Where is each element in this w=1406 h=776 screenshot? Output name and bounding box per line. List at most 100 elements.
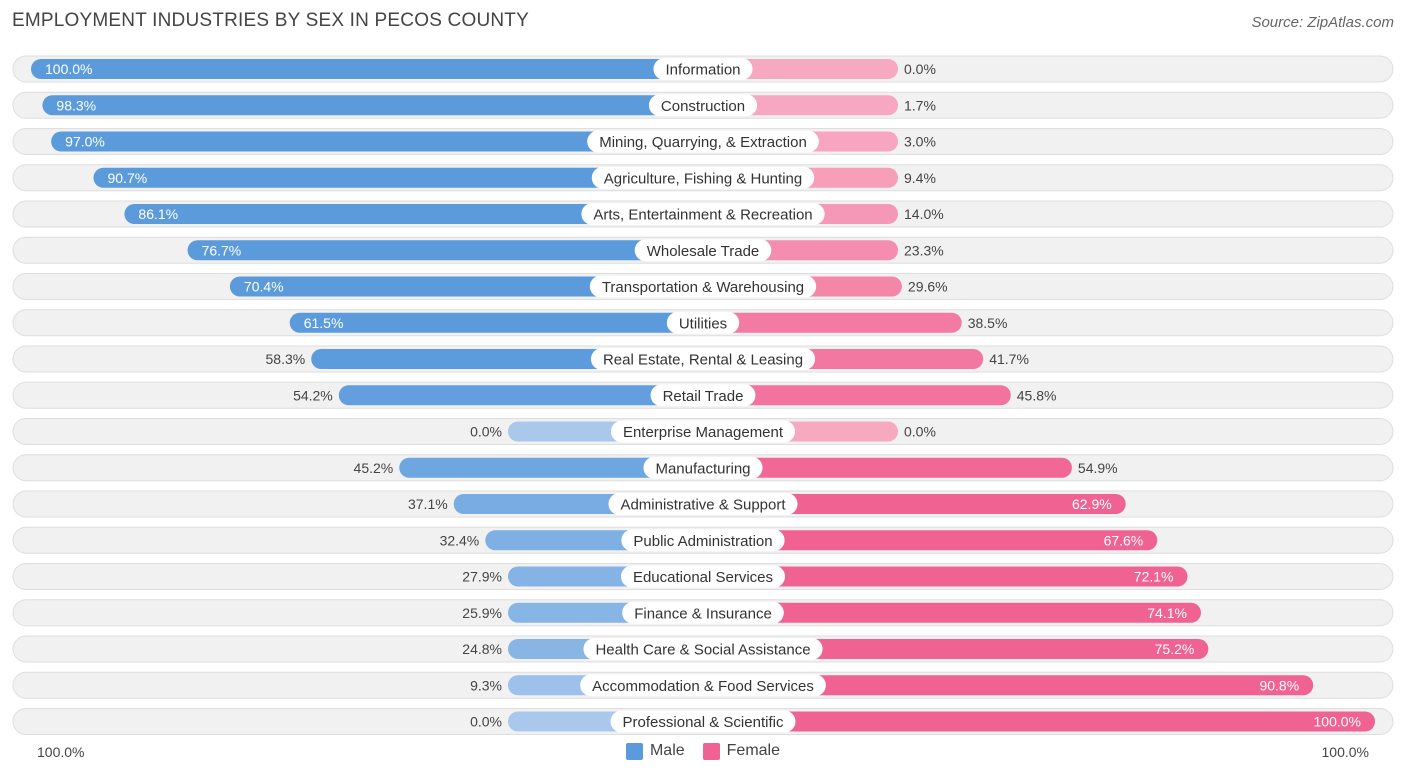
female-value-label: 45.8% (1017, 387, 1057, 403)
legend: Male Female (0, 742, 1406, 760)
female-value-label: 74.1% (1147, 605, 1187, 621)
male-bar (399, 457, 703, 478)
category-label: Utilities (679, 315, 727, 332)
category-pill (622, 601, 784, 624)
category-label: Administrative & Support (620, 497, 786, 514)
female-value-label: 90.8% (1259, 677, 1299, 693)
category-pill (608, 493, 798, 515)
category-label: Manufacturing (655, 460, 750, 477)
category-label: Educational Services (633, 569, 773, 586)
male-value-label: 98.3% (56, 97, 96, 113)
female-bar (703, 385, 1011, 406)
row-1: 98.3% 1.7% Construction (12, 91, 1394, 119)
row-6: 70.4% 29.6% Transportation & Warehousing (12, 273, 1394, 300)
male-value-label: 25.9% (462, 605, 502, 621)
row-14: 27.9% 72.1% Educational Services (12, 563, 1394, 590)
row-9: 54.2% 45.8% Retail Trade (12, 381, 1394, 409)
category-label: Accommodation & Food Services (592, 678, 814, 695)
category-label: Mining, Quarrying, & Extraction (599, 134, 807, 151)
category-pill (610, 710, 796, 733)
legend-label-male: Male (649, 742, 685, 759)
category-pill (621, 529, 785, 552)
category-label: Professional & Scientific (623, 714, 784, 731)
female-value-label: 9.4% (904, 170, 936, 186)
category-pill (666, 311, 740, 334)
category-pill (581, 203, 825, 225)
male-value-label: 0.0% (470, 424, 502, 440)
category-pill (653, 58, 753, 80)
female-value-label: 0.0% (904, 424, 936, 440)
row-2: 97.0% 3.0% Mining, Quarrying, & Extraction (12, 128, 1394, 155)
legend-swatch-male (625, 742, 643, 760)
category-pill (591, 166, 815, 189)
category-label: Retail Trade (663, 388, 744, 405)
female-bar (703, 59, 898, 79)
category-label: Construction (661, 98, 745, 115)
category-label: Finance & Insurance (634, 605, 772, 622)
category-pill (590, 348, 816, 370)
male-bar (51, 131, 704, 152)
female-value-label: 54.9% (1078, 460, 1118, 476)
category-label: Wholesale Trade (647, 243, 760, 260)
male-value-label: 24.8% (462, 641, 502, 657)
male-value-label: 86.1% (138, 206, 178, 222)
row-16: 24.8% 75.2% Health Care & Social Assistanc… (12, 635, 1394, 663)
male-value-label: 9.3% (470, 677, 502, 693)
male-value-label: 32.4% (440, 532, 480, 548)
male-bar (124, 204, 703, 224)
row-10: 0.0% 0.0% Enterprise Management (12, 418, 1394, 445)
category-label: Agriculture, Fishing & Hunting (604, 170, 802, 187)
row-5: 76.7% 23.3% Wholesale Trade (12, 236, 1394, 264)
female-value-label: 62.9% (1072, 496, 1112, 512)
male-value-label: 61.5% (304, 315, 344, 331)
category-label: Arts, Entertainment & Recreation (593, 207, 812, 224)
female-bar (703, 457, 1072, 478)
male-bar (93, 167, 704, 188)
axis-left-label: 100.0% (37, 744, 85, 760)
category-label: Public Administration (633, 533, 772, 550)
female-bar (703, 312, 962, 333)
category-pill (634, 239, 772, 262)
category-label: Real Estate, Rental & Leasing (603, 352, 803, 369)
female-value-label: 38.5% (968, 315, 1008, 331)
female-value-label: 67.6% (1104, 532, 1144, 548)
male-value-label: 97.0% (65, 134, 105, 150)
category-pill (610, 420, 796, 443)
category-pill (620, 565, 786, 588)
female-bar (703, 639, 1209, 659)
male-bar (187, 240, 704, 261)
female-bar (703, 530, 1158, 551)
female-value-label: 72.1% (1134, 569, 1174, 585)
category-pill (643, 456, 763, 479)
male-bar (42, 95, 703, 116)
row-15: 25.9% 74.1% Finance & Insurance (12, 599, 1394, 627)
row-11: 45.2% 54.9% Manufacturing (12, 454, 1394, 482)
category-pill (580, 674, 826, 697)
row-17: 9.3% 90.8% Accommodation & Food Services (12, 671, 1394, 699)
row-12: 37.1% 62.9% Administrative & Support (12, 490, 1394, 518)
male-value-label: 37.1% (408, 496, 448, 512)
female-bar (703, 494, 1126, 514)
row-3: 90.7% 9.4% Agriculture, Fishing & Hunting (12, 164, 1394, 192)
axis-right-label: 100.0% (1321, 744, 1369, 760)
legend-item-female[interactable]: Female (702, 742, 781, 760)
category-pill (650, 384, 756, 407)
female-value-label: 3.0% (904, 134, 936, 150)
legend-label-female: Female (726, 742, 781, 759)
male-value-label: 45.2% (354, 460, 394, 476)
male-value-label: 27.9% (462, 569, 502, 585)
male-bar (229, 276, 704, 297)
male-bar (31, 59, 703, 79)
category-pill (583, 638, 823, 660)
row-18: 0.0% 100.0% Professional & Scientific (12, 708, 1394, 735)
male-value-label: 0.0% (470, 714, 502, 730)
female-bar (703, 566, 1188, 587)
row-8: 58.3% 41.7% Real Estate, Rental & Leasing (12, 345, 1394, 373)
female-value-label: 29.6% (908, 279, 948, 295)
male-value-label: 70.4% (244, 279, 284, 295)
female-bar (703, 602, 1201, 623)
female-value-label: 75.2% (1155, 641, 1195, 657)
legend-item-male[interactable]: Male (625, 742, 685, 760)
female-value-label: 14.0% (904, 206, 944, 222)
